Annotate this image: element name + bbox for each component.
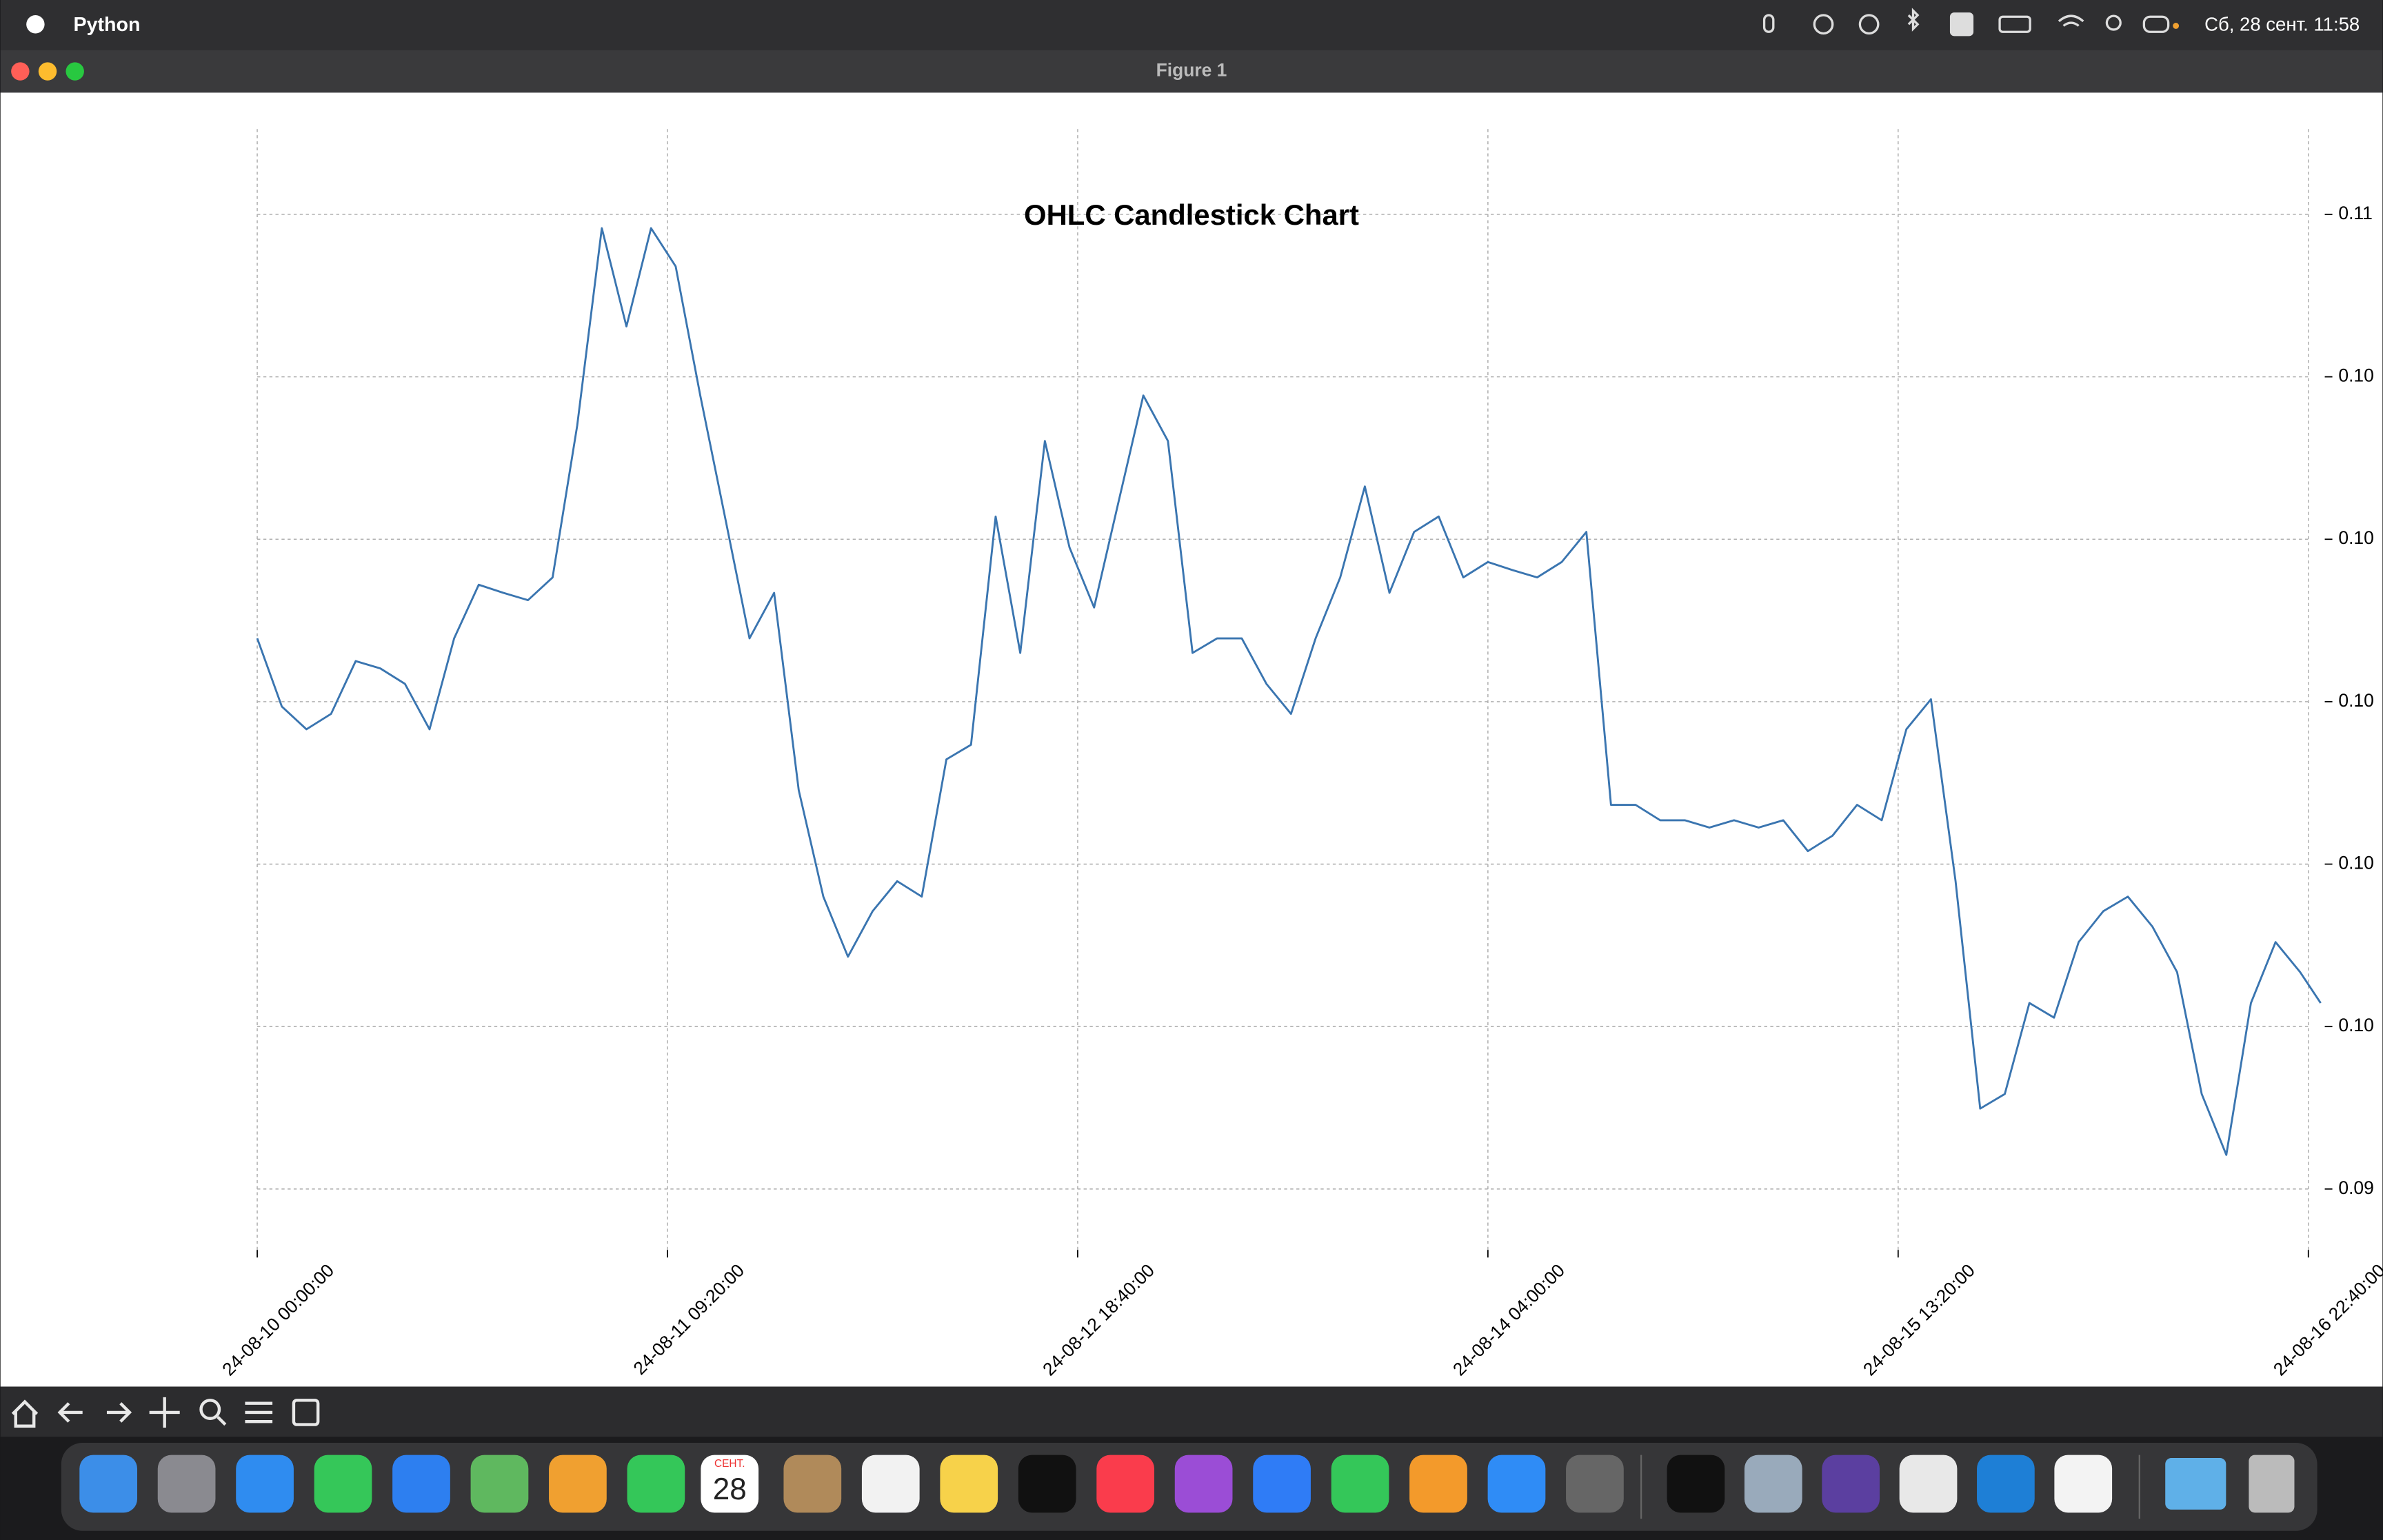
- status-dot: [2173, 23, 2180, 29]
- dock-app-icon[interactable]: [2054, 1455, 2113, 1513]
- dock-trash[interactable]: [2249, 1455, 2295, 1513]
- zoom-button[interactable]: [66, 62, 84, 81]
- dock-app-icon[interactable]: [1744, 1455, 1802, 1513]
- dock-folder[interactable]: [2165, 1458, 2226, 1510]
- chart-title: OHLC Candlestick Chart: [1024, 199, 1359, 231]
- status-icons[interactable]: [1762, 8, 2170, 37]
- calendar-icon[interactable]: [701, 1455, 759, 1513]
- app-name[interactable]: Python: [73, 14, 140, 36]
- price-line: [256, 227, 2322, 1156]
- minimize-button[interactable]: [38, 62, 57, 81]
- dock-app-icon[interactable]: [157, 1455, 216, 1513]
- apple-logo[interactable]: [26, 15, 45, 34]
- dock-app-icon[interactable]: [314, 1455, 372, 1513]
- configure-button[interactable]: [245, 1401, 273, 1424]
- dock-app-icon[interactable]: [79, 1455, 138, 1513]
- dock-app-icon[interactable]: [1566, 1455, 1624, 1513]
- dock-app-icon[interactable]: [1822, 1455, 1880, 1513]
- calendar-month: СЕНТ.: [714, 1458, 745, 1470]
- menu-bar: [0, 0, 2383, 50]
- dock-app-icon[interactable]: [392, 1455, 450, 1513]
- window-title: Figure 1: [1156, 60, 1227, 81]
- dock-app-icon[interactable]: [236, 1455, 294, 1513]
- dock-app-icon[interactable]: [783, 1455, 842, 1513]
- y-tick-label: 0.10: [2338, 365, 2373, 386]
- toolbar: [0, 1386, 2383, 1437]
- save-button[interactable]: [292, 1399, 320, 1426]
- dock-app-icon[interactable]: [1977, 1455, 2035, 1513]
- dock-icons: [79, 1455, 2295, 1519]
- y-tick-label: 0.10: [2338, 527, 2373, 548]
- toolbar-buttons[interactable]: [11, 1397, 320, 1428]
- dock-app-icon[interactable]: [549, 1455, 607, 1513]
- y-tick-label: 0.09: [2338, 1177, 2373, 1198]
- y-tick-label: 0.10: [2338, 1015, 2373, 1035]
- home-button[interactable]: [11, 1399, 39, 1428]
- dock-app-icon[interactable]: [1667, 1455, 1725, 1513]
- clock[interactable]: Сб, 28 сент. 11:58: [2204, 14, 2360, 35]
- window-title-bar: [0, 50, 2383, 93]
- y-tick-label: 0.10: [2338, 690, 2373, 711]
- calendar-day: 28: [713, 1472, 747, 1506]
- pan-button[interactable]: [149, 1397, 180, 1428]
- forward-button[interactable]: [106, 1402, 132, 1423]
- close-button[interactable]: [11, 62, 30, 81]
- dock-app-icon[interactable]: [1253, 1455, 1311, 1513]
- dock-app-icon[interactable]: [861, 1455, 920, 1513]
- dock-app-icon[interactable]: [1899, 1455, 1958, 1513]
- dock-app-icon[interactable]: [1174, 1455, 1233, 1513]
- dock-app-icon[interactable]: [1487, 1455, 1546, 1513]
- zoom-tool-button[interactable]: [199, 1399, 221, 1420]
- figure: [0, 92, 2383, 1387]
- y-tick-label: 0.10: [2338, 853, 2373, 873]
- dock-app-icon[interactable]: [1018, 1455, 1076, 1513]
- dock-app-icon[interactable]: [470, 1455, 529, 1513]
- dock-app-icon[interactable]: [940, 1455, 998, 1513]
- y-tick-label: 0.11: [2338, 203, 2372, 223]
- dock-app-icon[interactable]: [627, 1455, 685, 1513]
- dock-app-icon[interactable]: [1096, 1455, 1155, 1513]
- dock-app-icon[interactable]: [1331, 1455, 1389, 1513]
- dock-app-icon[interactable]: [1409, 1455, 1467, 1513]
- back-button[interactable]: [57, 1402, 83, 1423]
